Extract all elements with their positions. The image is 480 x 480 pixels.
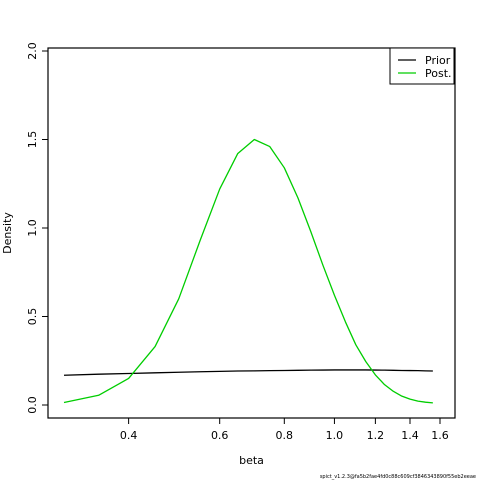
plot-area — [63, 138, 433, 404]
x-tick-label: 0.8 — [276, 429, 294, 442]
y-tick-label: 2.0 — [26, 42, 39, 60]
x-tick-label: 0.4 — [120, 429, 138, 442]
legend-box — [389, 47, 455, 85]
x-tick-label: 1.0 — [326, 429, 344, 442]
x-tick-label: 0.6 — [211, 429, 229, 442]
y-axis-title: Density — [1, 212, 14, 254]
legend-label: Prior — [425, 54, 451, 67]
series-line-prior — [63, 369, 433, 376]
y-tick-label: 0.5 — [26, 308, 39, 326]
x-axis: 0.4 0.6 0.8 1.0 1.2 1.4 1.6 — [120, 418, 449, 442]
version-footnote: spict_v1.2.3@fa5b2fae4fd0c88c609cf384634… — [320, 474, 476, 480]
series-line-post — [63, 138, 433, 404]
x-axis-title: beta — [239, 454, 264, 467]
y-axis: 0.0 0.5 1.0 1.5 2.0 — [26, 42, 48, 414]
y-tick-label: 1.5 — [26, 131, 39, 149]
x-tick-label: 1.6 — [431, 429, 449, 442]
legend-label: Post. — [425, 67, 452, 80]
plot-frame — [47, 47, 456, 419]
x-tick-label: 1.4 — [401, 429, 419, 442]
y-tick-label: 1.0 — [26, 219, 39, 237]
x-tick-label: 1.2 — [367, 429, 385, 442]
y-tick-label: 0.0 — [26, 396, 39, 414]
